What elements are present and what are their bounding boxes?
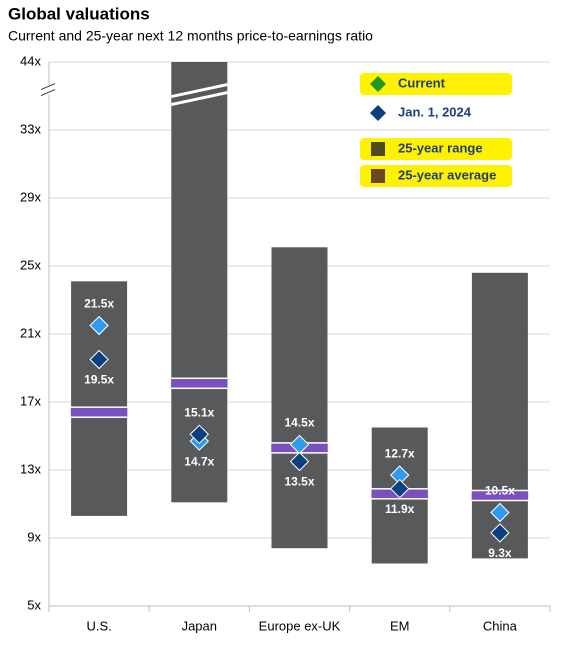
chart-subtitle: Current and 25-year next 12 months price… <box>8 28 373 44</box>
y-tick-label: 33x <box>20 121 41 136</box>
y-tick-label: 5x <box>27 597 41 612</box>
legend-swatch <box>370 76 386 92</box>
x-tick-label: EM <box>390 618 410 633</box>
x-tick-label: U.S. <box>86 618 111 633</box>
legend-label: 25-year range <box>398 140 483 155</box>
marker <box>89 349 109 370</box>
y-tick-label: 9x <box>27 529 41 544</box>
average-bar <box>169 377 230 390</box>
legend-highlight <box>360 73 512 95</box>
marker <box>89 315 109 336</box>
legend-swatch <box>371 142 385 156</box>
value-label: 15.1x <box>184 405 214 419</box>
y-tick-label: 21x <box>20 325 41 340</box>
marker <box>189 424 210 445</box>
x-tick-label: Japan <box>182 618 217 633</box>
legend-highlight <box>360 165 512 187</box>
average-bar <box>69 406 129 418</box>
y-tick-label: 44x <box>20 53 41 68</box>
value-label: 14.7x <box>184 454 214 468</box>
value-label: 14.5x <box>284 416 314 430</box>
value-label: 13.5x <box>284 475 314 489</box>
legend-label: Jan. 1, 2024 <box>398 104 472 119</box>
axis-break <box>40 83 56 91</box>
value-label: 9.3x <box>488 546 512 560</box>
value-label: 12.7x <box>385 446 415 460</box>
legend-label: Current <box>398 75 446 90</box>
chart-title: Global valuations <box>8 4 150 23</box>
bar-break <box>170 83 228 99</box>
axis-break <box>40 89 56 97</box>
value-label: 21.5x <box>84 297 114 311</box>
legend-highlight <box>360 138 512 160</box>
value-label: 19.5x <box>84 373 114 387</box>
average-bar <box>470 489 530 502</box>
marker <box>490 502 510 523</box>
marker <box>490 523 510 543</box>
value-label: 10.5x <box>485 484 515 498</box>
axis-break-gap <box>41 86 57 95</box>
y-tick-label: 13x <box>20 461 41 476</box>
x-tick-label: Europe ex-UK <box>259 618 341 633</box>
legend-label: 25-year average <box>398 167 496 182</box>
legend-swatch <box>371 169 385 183</box>
range-bar <box>271 247 328 549</box>
value-label: 11.9x <box>385 502 415 516</box>
x-tick-label: China <box>483 618 518 633</box>
y-tick-label: 29x <box>20 189 41 204</box>
marker <box>289 451 310 472</box>
marker <box>389 478 410 499</box>
y-tick-label: 17x <box>20 393 41 408</box>
y-tick-label: 25x <box>20 257 41 272</box>
bar-break <box>170 91 228 107</box>
legend-swatch <box>370 105 386 121</box>
